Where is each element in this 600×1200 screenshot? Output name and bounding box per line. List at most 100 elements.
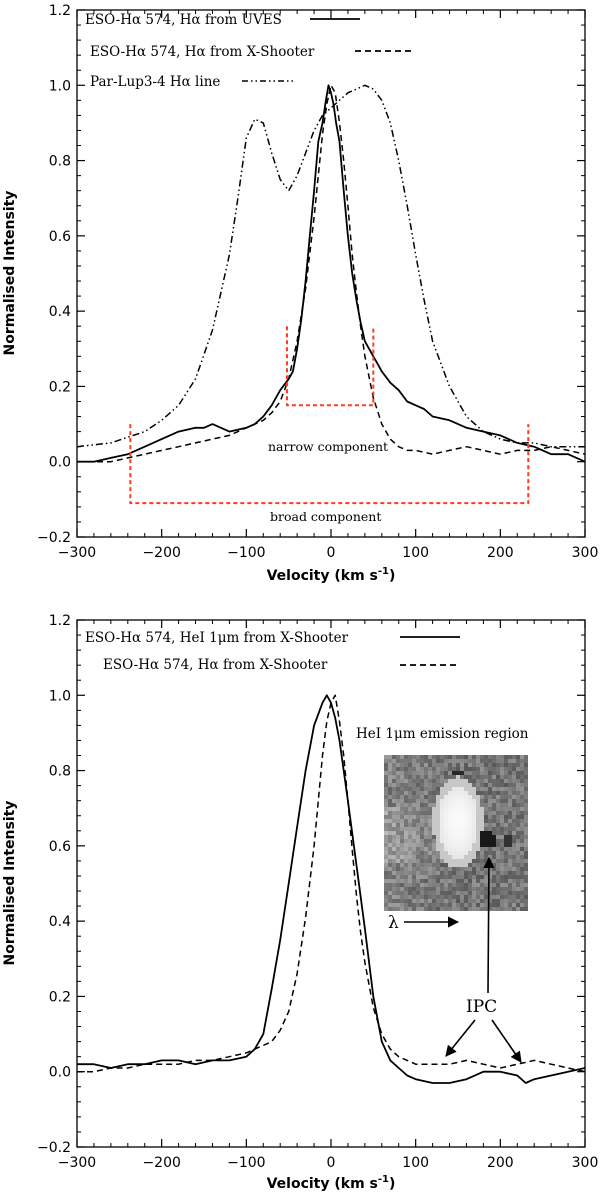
inset-pixel bbox=[428, 779, 432, 783]
inset-pixel bbox=[516, 779, 520, 783]
inset-pixel bbox=[472, 835, 476, 839]
inset-pixel bbox=[444, 819, 448, 823]
inset-pixel bbox=[488, 759, 492, 763]
inset-pixel bbox=[500, 831, 504, 835]
inset-pixel bbox=[496, 779, 500, 783]
inset-pixel bbox=[388, 759, 392, 763]
inset-pixel bbox=[448, 799, 452, 803]
inset-pixel bbox=[496, 819, 500, 823]
inset-pixel bbox=[404, 835, 408, 839]
inset-pixel bbox=[468, 807, 472, 811]
inset-pixel bbox=[524, 855, 528, 859]
inset-pixel bbox=[384, 795, 388, 799]
inset-pixel bbox=[456, 787, 460, 791]
inset-pixel bbox=[444, 907, 448, 911]
inset-pixel bbox=[440, 903, 444, 907]
inset-pixel bbox=[496, 875, 500, 879]
inset-pixel bbox=[404, 787, 408, 791]
inset-pixel bbox=[424, 823, 428, 827]
inset-pixel bbox=[472, 851, 476, 855]
inset-pixel bbox=[420, 823, 424, 827]
inset-pixel bbox=[456, 779, 460, 783]
inset-pixel bbox=[420, 903, 424, 907]
inset-pixel bbox=[468, 843, 472, 847]
inset-pixel bbox=[476, 851, 480, 855]
inset-pixel bbox=[408, 847, 412, 851]
inset-pixel bbox=[484, 755, 488, 759]
inset-pixel bbox=[444, 787, 448, 791]
inset-pixel bbox=[424, 815, 428, 819]
inset-pixel bbox=[460, 843, 464, 847]
x-tick-label: −100 bbox=[227, 545, 265, 561]
inset-pixel bbox=[480, 859, 484, 863]
inset-pixel bbox=[472, 899, 476, 903]
inset-pixel bbox=[484, 887, 488, 891]
inset-pixel bbox=[524, 767, 528, 771]
inset-pixel bbox=[504, 763, 508, 767]
inset-pixel bbox=[424, 831, 428, 835]
inset-pixel bbox=[384, 891, 388, 895]
inset-pixel bbox=[456, 867, 460, 871]
inset-pixel bbox=[464, 771, 468, 775]
inset-pixel bbox=[524, 899, 528, 903]
inset-pixel bbox=[520, 803, 524, 807]
series-line-solid bbox=[77, 84, 585, 463]
inset-pixel bbox=[432, 895, 436, 899]
inset-pixel bbox=[384, 827, 388, 831]
inset-pixel bbox=[468, 755, 472, 759]
inset-pixel bbox=[472, 827, 476, 831]
inset-pixel bbox=[392, 799, 396, 803]
inset-pixel bbox=[416, 791, 420, 795]
inset-pixel bbox=[408, 907, 412, 911]
inset-pixel bbox=[464, 795, 468, 799]
inset-pixel bbox=[448, 827, 452, 831]
inset-pixel bbox=[412, 863, 416, 867]
inset-pixel bbox=[464, 827, 468, 831]
inset-pixel bbox=[464, 895, 468, 899]
inset-pixel bbox=[508, 791, 512, 795]
inset-pixel bbox=[504, 891, 508, 895]
inset-pixel bbox=[476, 791, 480, 795]
inset-pixel bbox=[508, 807, 512, 811]
inset-pixel bbox=[412, 847, 416, 851]
inset-pixel bbox=[504, 823, 508, 827]
inset-pixel bbox=[404, 891, 408, 895]
x-tick-label: 0 bbox=[327, 545, 336, 561]
x-tick-label: −300 bbox=[58, 1155, 96, 1171]
inset-pixel bbox=[408, 823, 412, 827]
inset-pixel bbox=[408, 763, 412, 767]
ipc-arrow-up bbox=[483, 856, 495, 994]
inset-pixel bbox=[456, 791, 460, 795]
inset-pixel bbox=[464, 879, 468, 883]
inset-pixel bbox=[488, 903, 492, 907]
inset-pixel bbox=[408, 783, 412, 787]
inset-emission-image bbox=[384, 755, 528, 911]
inset-pixel bbox=[392, 859, 396, 863]
inset-pixel bbox=[488, 839, 492, 843]
inset-pixel bbox=[424, 759, 428, 763]
inset-pixel bbox=[420, 811, 424, 815]
inset-pixel bbox=[476, 823, 480, 827]
inset-pixel bbox=[392, 767, 396, 771]
inset-pixel bbox=[504, 883, 508, 887]
inset-pixel bbox=[516, 795, 520, 799]
inset-pixel bbox=[420, 863, 424, 867]
inset-pixel bbox=[500, 875, 504, 879]
inset-pixel bbox=[392, 787, 396, 791]
inset-pixel bbox=[492, 835, 496, 839]
inset-pixel bbox=[384, 859, 388, 863]
inset-pixel bbox=[420, 883, 424, 887]
inset-pixel bbox=[520, 907, 524, 911]
inset-pixel bbox=[428, 847, 432, 851]
inset-pixel bbox=[424, 767, 428, 771]
inset-pixel bbox=[396, 847, 400, 851]
inset-pixel bbox=[516, 839, 520, 843]
inset-pixel bbox=[400, 763, 404, 767]
inset-pixel bbox=[488, 795, 492, 799]
inset-pixel bbox=[524, 895, 528, 899]
inset-pixel bbox=[524, 851, 528, 855]
inset-pixel bbox=[480, 799, 484, 803]
inset-pixel bbox=[436, 875, 440, 879]
inset-pixel bbox=[488, 887, 492, 891]
